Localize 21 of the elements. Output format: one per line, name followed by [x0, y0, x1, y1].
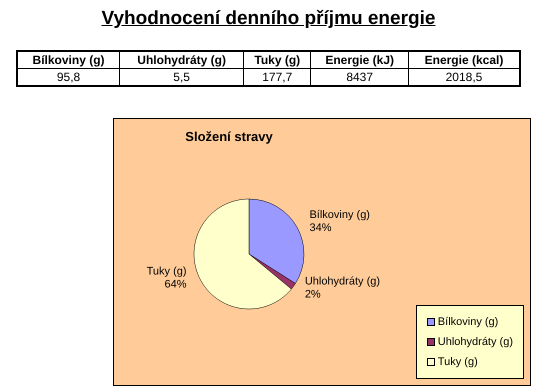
category-label: Energie (kJ) — [310, 51, 408, 68]
slice-label: Tuky (g) — [146, 265, 187, 278]
text: Vyhodnocení denního příjmu energie — [100, 8, 436, 31]
category-label: Tuky (g) — [244, 51, 311, 68]
data-label: 64% — [164, 278, 187, 290]
legend-label: Tuky (g) — [438, 355, 478, 370]
data-label: 95,8 — [17, 68, 120, 86]
chart-title: Složení stravy — [184, 129, 274, 144]
data-label: 34% — [309, 222, 332, 234]
category-label: Bílkoviny (g) — [17, 51, 120, 68]
slice-label: Bílkoviny (g) — [309, 209, 370, 222]
data-label: 8437 — [310, 68, 408, 86]
category-label: Uhlohydráty (g) — [120, 51, 244, 68]
slice-label: Uhlohydráty (g) — [304, 276, 380, 288]
legend-label: Uhlohydráty (g) — [438, 335, 513, 350]
legend-label: Bílkoviny (g) — [438, 315, 498, 330]
data-label: 2% — [304, 288, 321, 300]
data-label: 177,7 — [244, 68, 311, 86]
data-label: 5,5 — [120, 68, 244, 86]
data-label: 2018,5 — [408, 68, 520, 86]
category-label: Energie (kcal) — [408, 51, 520, 68]
